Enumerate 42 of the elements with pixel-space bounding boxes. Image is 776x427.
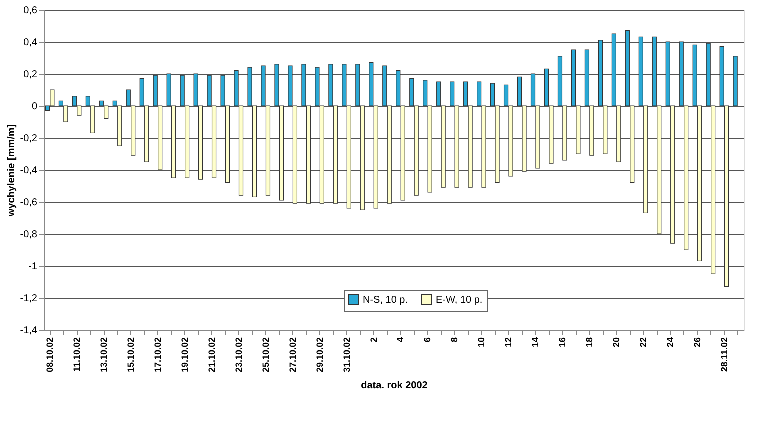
y-tick-label: 0,6	[24, 6, 38, 16]
y-tick-label: -0,4	[20, 166, 38, 176]
y-tick-label: 0,4	[24, 38, 38, 48]
y-axis-title: wychylenie [mm/m]	[6, 124, 18, 218]
x-tick-label: 10	[476, 338, 487, 348]
x-tick-label: 26	[692, 338, 702, 348]
x-tick-label: 13.10.02	[99, 338, 110, 373]
bar	[733, 56, 738, 106]
x-tick-label: 16	[558, 338, 568, 348]
x-tick-label: 12	[504, 338, 514, 348]
y-tick-label: -1,4	[20, 326, 38, 336]
x-tick-label: 23.10.02	[234, 338, 244, 373]
x-tick-label: 19.10.02	[180, 338, 190, 373]
y-tick-label: -0,6	[20, 198, 38, 208]
legend-label: N-S, 10 p.	[363, 294, 408, 306]
x-tick-label: 27.10.02	[288, 338, 298, 373]
x-tick-label: 25.10.02	[260, 338, 271, 373]
x-tick-label: 2	[368, 338, 379, 343]
y-tick-label: -1,2	[20, 294, 38, 304]
x-tick-label: 4	[396, 338, 406, 343]
x-tick-label: 8	[450, 338, 460, 343]
y-tick-label: -1	[28, 262, 38, 272]
y-tick-label: 0	[32, 102, 38, 112]
x-tick-label: 20	[612, 338, 622, 348]
x-axis-title: data. rok 2002	[361, 380, 428, 392]
x-tick-label: 28.11.02	[719, 338, 730, 372]
x-tick-label: 11.10.02	[72, 338, 82, 372]
x-tick-label: 08.10.02	[45, 338, 56, 373]
x-tick-label: 14	[530, 338, 541, 348]
y-tick-label: -0,8	[20, 230, 38, 240]
x-tick-label: 24	[665, 338, 676, 348]
x-tick-label: 29.10.02	[314, 338, 325, 373]
x-tick-label: 6	[422, 338, 433, 343]
y-tick-label: 0,2	[24, 70, 38, 80]
x-tick-label: 18	[584, 338, 595, 348]
y-tick-label: -0,2	[20, 134, 38, 144]
x-tick-label: 15.10.02	[126, 338, 136, 373]
x-tick-label: 17.10.02	[152, 338, 163, 373]
legend-label: E-W, 10 p.	[436, 294, 483, 306]
x-tick-label: 31.10.02	[342, 338, 352, 373]
x-tick-label: 22	[638, 338, 649, 348]
x-tick-label: 21.10.02	[206, 338, 217, 373]
